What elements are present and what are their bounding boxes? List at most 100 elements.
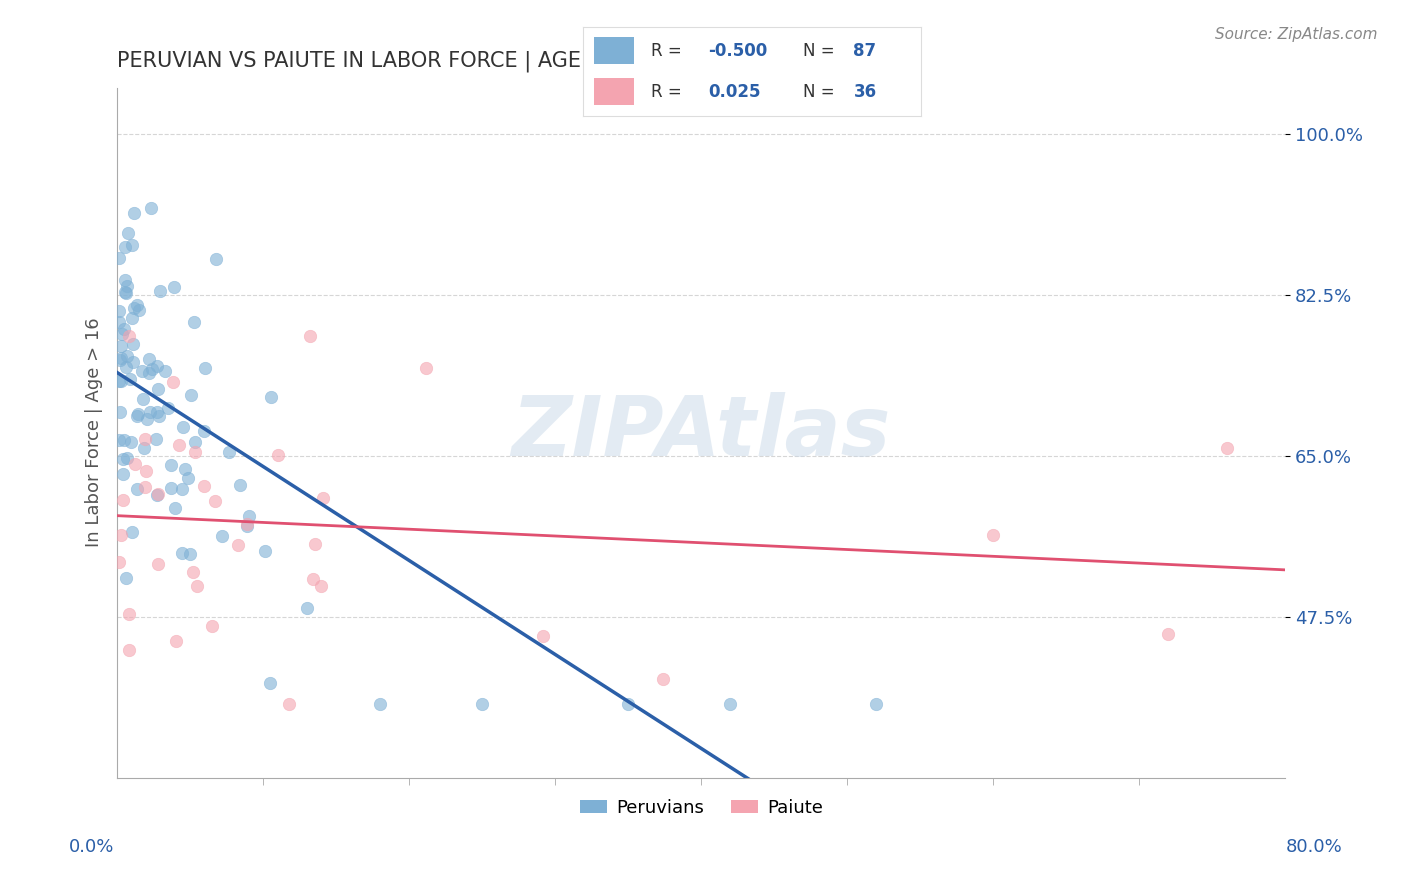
Point: [277, 697, 299, 711]
Point: [146, 359, 169, 374]
Point: [163, 280, 186, 294]
Point: [167, 438, 190, 452]
Point: [107, 555, 129, 569]
Point: [127, 407, 149, 421]
Point: [122, 354, 145, 368]
Point: [146, 382, 169, 396]
Point: [124, 457, 146, 471]
Point: [146, 558, 169, 572]
Point: [114, 240, 136, 254]
Point: [139, 405, 162, 419]
Point: [651, 673, 673, 687]
Point: [184, 435, 207, 450]
Point: [160, 458, 183, 473]
Point: [128, 302, 150, 317]
Point: [115, 279, 138, 293]
Point: [309, 579, 332, 593]
Text: N =: N =: [803, 83, 839, 101]
Point: [718, 697, 741, 711]
Point: [368, 697, 391, 711]
Point: [108, 352, 131, 367]
Point: [184, 445, 207, 459]
Point: [163, 500, 186, 515]
Point: [218, 445, 240, 459]
Point: [118, 642, 141, 657]
Point: [229, 478, 252, 492]
Point: [111, 492, 134, 507]
Point: [125, 298, 148, 312]
Point: [170, 482, 193, 496]
Point: [186, 579, 208, 593]
Point: [238, 508, 260, 523]
Point: [127, 409, 149, 424]
Point: [298, 329, 321, 343]
Point: [122, 206, 145, 220]
Point: [145, 432, 167, 446]
Point: [136, 412, 159, 426]
Point: [121, 525, 143, 540]
Point: [177, 471, 200, 485]
Point: [118, 607, 141, 622]
Point: [204, 493, 226, 508]
Point: [131, 392, 153, 406]
Point: [148, 409, 170, 423]
Text: N =: N =: [803, 42, 839, 60]
Point: [107, 315, 129, 329]
Point: [108, 303, 131, 318]
Text: Source: ZipAtlas.com: Source: ZipAtlas.com: [1215, 27, 1378, 42]
Point: [253, 543, 276, 558]
Point: [115, 349, 138, 363]
Point: [111, 451, 134, 466]
Point: [205, 252, 228, 266]
Point: [117, 226, 139, 240]
Point: [146, 488, 169, 502]
Point: [193, 479, 215, 493]
Bar: [593, 78, 634, 105]
Point: [118, 329, 141, 343]
Text: PERUVIAN VS PAIUTE IN LABOR FORCE | AGE > 16 CORRELATION CHART: PERUVIAN VS PAIUTE IN LABOR FORCE | AGE …: [117, 51, 870, 72]
Point: [111, 327, 134, 342]
Text: 36: 36: [853, 83, 876, 101]
Point: [111, 467, 134, 482]
Point: [236, 518, 259, 533]
Point: [194, 360, 217, 375]
Point: [146, 405, 169, 419]
Point: [865, 697, 887, 711]
Point: [160, 481, 183, 495]
Point: [114, 285, 136, 299]
Bar: [593, 37, 634, 64]
Point: [617, 697, 640, 711]
Point: [120, 372, 142, 386]
Point: [181, 565, 204, 579]
Point: [138, 352, 160, 367]
Point: [115, 451, 138, 466]
Point: [236, 517, 259, 532]
Point: [226, 538, 249, 552]
Point: [125, 482, 148, 496]
Point: [141, 361, 163, 376]
Point: [121, 311, 143, 326]
Point: [1157, 627, 1180, 641]
Point: [124, 301, 146, 315]
Point: [415, 360, 437, 375]
Point: [295, 600, 318, 615]
Point: [114, 273, 136, 287]
Point: [110, 339, 132, 353]
Point: [471, 697, 494, 711]
Point: [131, 364, 153, 378]
Point: [531, 629, 554, 643]
Text: -0.500: -0.500: [709, 42, 768, 60]
Text: 80.0%: 80.0%: [1286, 838, 1343, 855]
Point: [135, 464, 157, 478]
Point: [121, 238, 143, 252]
Point: [193, 424, 215, 438]
Point: [148, 487, 170, 501]
Point: [132, 441, 155, 455]
Point: [107, 374, 129, 388]
Point: [112, 434, 135, 448]
Point: [153, 364, 176, 378]
Point: [981, 528, 1004, 542]
Point: [110, 374, 132, 388]
Point: [134, 432, 156, 446]
Point: [259, 676, 281, 690]
